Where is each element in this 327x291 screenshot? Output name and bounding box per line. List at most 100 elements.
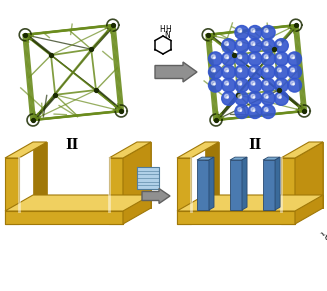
Circle shape	[209, 52, 222, 66]
Polygon shape	[177, 158, 191, 224]
Circle shape	[240, 31, 241, 32]
Polygon shape	[33, 195, 151, 208]
Circle shape	[293, 70, 294, 72]
Circle shape	[264, 29, 268, 32]
Circle shape	[240, 57, 241, 58]
Circle shape	[240, 84, 241, 85]
Circle shape	[238, 68, 242, 72]
Circle shape	[227, 70, 228, 72]
Circle shape	[248, 105, 262, 118]
Circle shape	[225, 42, 229, 45]
Circle shape	[291, 55, 294, 59]
Circle shape	[274, 52, 288, 66]
Circle shape	[238, 42, 242, 45]
Circle shape	[227, 57, 228, 58]
Circle shape	[261, 39, 275, 52]
Circle shape	[222, 52, 235, 66]
Circle shape	[261, 78, 275, 92]
Circle shape	[211, 68, 215, 72]
Circle shape	[277, 81, 281, 85]
Circle shape	[227, 97, 228, 98]
Circle shape	[251, 108, 255, 111]
Circle shape	[251, 81, 255, 85]
Text: II: II	[65, 138, 78, 152]
Circle shape	[248, 78, 262, 92]
Circle shape	[264, 81, 268, 85]
Circle shape	[225, 55, 229, 59]
Circle shape	[253, 97, 255, 98]
Circle shape	[251, 42, 255, 45]
Text: N: N	[164, 31, 170, 40]
Circle shape	[277, 42, 281, 45]
Polygon shape	[197, 160, 209, 210]
Circle shape	[267, 31, 268, 32]
Polygon shape	[230, 157, 247, 160]
Circle shape	[288, 52, 301, 66]
Circle shape	[235, 91, 249, 105]
Polygon shape	[123, 142, 151, 224]
Circle shape	[264, 94, 268, 98]
Circle shape	[238, 81, 242, 85]
Circle shape	[238, 55, 242, 59]
Circle shape	[225, 68, 229, 72]
Polygon shape	[5, 142, 47, 158]
Circle shape	[277, 94, 281, 98]
Polygon shape	[295, 142, 323, 224]
Polygon shape	[109, 142, 151, 158]
Circle shape	[261, 65, 275, 79]
Circle shape	[235, 26, 249, 39]
Circle shape	[280, 44, 281, 45]
Circle shape	[214, 57, 215, 58]
Circle shape	[251, 68, 255, 72]
Circle shape	[264, 108, 268, 111]
Text: H: H	[159, 25, 165, 34]
Circle shape	[280, 84, 281, 85]
Circle shape	[277, 55, 281, 59]
Circle shape	[280, 57, 281, 58]
Polygon shape	[281, 158, 295, 224]
Circle shape	[225, 94, 229, 98]
Polygon shape	[5, 158, 19, 224]
Polygon shape	[309, 142, 323, 208]
Circle shape	[264, 68, 268, 72]
Circle shape	[209, 65, 222, 79]
Circle shape	[291, 68, 294, 72]
Circle shape	[248, 91, 262, 105]
Circle shape	[248, 39, 262, 52]
Circle shape	[253, 31, 255, 32]
Polygon shape	[177, 195, 323, 211]
Polygon shape	[205, 142, 219, 208]
Text: H: H	[165, 25, 171, 34]
Circle shape	[222, 78, 235, 92]
Circle shape	[222, 39, 235, 52]
Circle shape	[235, 78, 249, 92]
Circle shape	[240, 44, 241, 45]
Circle shape	[261, 52, 275, 66]
Circle shape	[225, 81, 229, 85]
Circle shape	[214, 84, 215, 85]
Circle shape	[240, 110, 241, 111]
Text: II: II	[249, 138, 262, 152]
Circle shape	[253, 70, 255, 72]
Polygon shape	[209, 157, 214, 210]
Circle shape	[248, 26, 262, 39]
Polygon shape	[33, 142, 47, 208]
Polygon shape	[242, 157, 247, 210]
Circle shape	[267, 70, 268, 72]
Circle shape	[251, 29, 255, 32]
Polygon shape	[205, 195, 323, 208]
Circle shape	[264, 55, 268, 59]
Circle shape	[251, 55, 255, 59]
Circle shape	[238, 94, 242, 98]
Polygon shape	[177, 142, 219, 158]
Circle shape	[288, 78, 301, 92]
Circle shape	[211, 81, 215, 85]
Polygon shape	[275, 157, 280, 210]
Polygon shape	[137, 142, 151, 208]
Circle shape	[235, 65, 249, 79]
Circle shape	[211, 55, 215, 59]
Circle shape	[214, 70, 215, 72]
Circle shape	[209, 78, 222, 92]
Circle shape	[274, 78, 288, 92]
Bar	[137, 167, 159, 189]
